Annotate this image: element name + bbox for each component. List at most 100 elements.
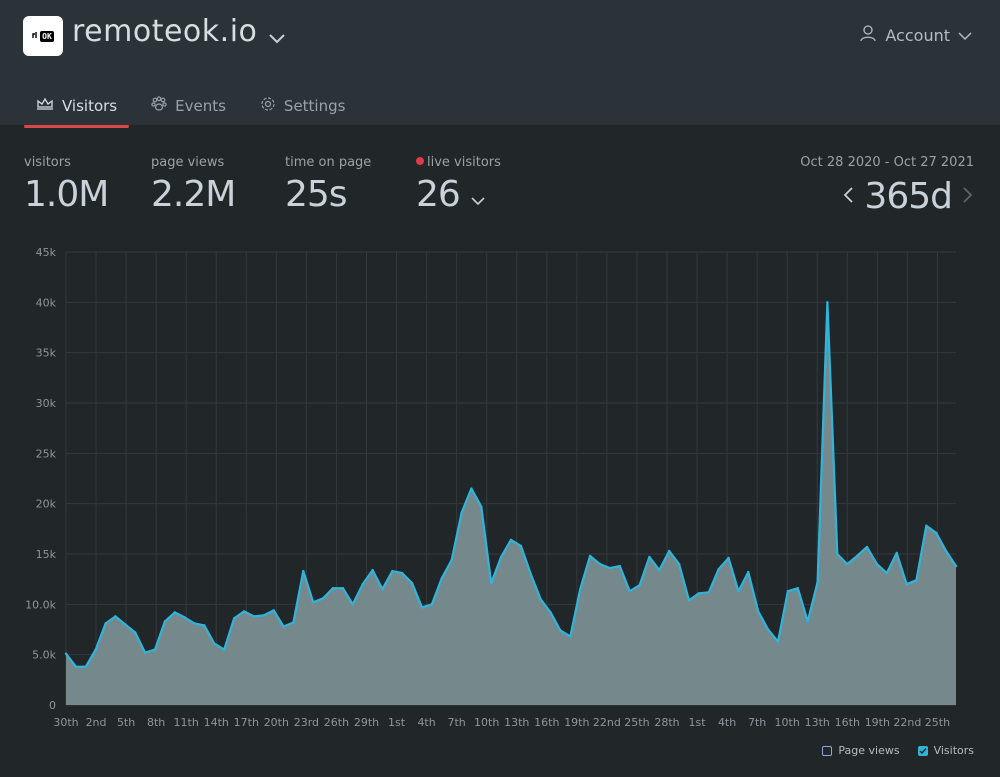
data-point[interactable] [74, 665, 78, 668]
data-point[interactable] [915, 579, 918, 582]
data-point[interactable] [588, 554, 592, 558]
data-point[interactable] [855, 554, 859, 558]
data-point[interactable] [826, 301, 829, 304]
stat-page-views[interactable]: page views 2.2M [151, 155, 236, 215]
data-point[interactable] [114, 615, 117, 618]
data-point[interactable] [153, 648, 157, 651]
data-point[interactable] [430, 603, 434, 606]
data-point[interactable] [401, 571, 404, 575]
chevron-right-icon[interactable] [962, 186, 974, 208]
data-point[interactable] [410, 582, 414, 585]
data-point[interactable] [490, 582, 493, 585]
data-point[interactable] [658, 568, 661, 572]
tab-visitors[interactable]: Visitors [24, 88, 130, 128]
data-point[interactable] [519, 544, 523, 548]
data-point[interactable] [608, 566, 612, 570]
data-point[interactable] [173, 611, 176, 614]
data-point[interactable] [697, 592, 701, 595]
data-point[interactable] [134, 631, 137, 634]
data-point[interactable] [757, 610, 760, 613]
data-point[interactable] [321, 597, 325, 600]
data-point[interactable] [84, 665, 88, 668]
chevron-down-icon[interactable] [470, 174, 486, 215]
data-point[interactable] [232, 617, 236, 620]
data-point[interactable] [381, 588, 384, 591]
data-point[interactable] [203, 624, 206, 627]
data-point[interactable] [341, 587, 345, 590]
data-point[interactable] [361, 583, 364, 586]
data-point[interactable] [351, 603, 354, 606]
data-point[interactable] [925, 524, 928, 527]
data-point[interactable] [213, 642, 216, 645]
tab-events[interactable]: Events [139, 88, 238, 128]
range-value[interactable]: 365d [864, 176, 953, 217]
data-point[interactable] [509, 538, 513, 542]
logo[interactable]: ОК [23, 16, 63, 56]
stat-live-visitors[interactable]: live visitors 26 [416, 155, 501, 215]
data-point[interactable] [944, 549, 948, 553]
data-point[interactable] [371, 568, 374, 572]
data-point[interactable] [391, 569, 394, 573]
data-point[interactable] [559, 629, 562, 632]
data-point[interactable] [579, 588, 582, 591]
legend-page-views[interactable]: Page views [822, 744, 900, 757]
data-point[interactable] [262, 614, 265, 617]
data-point[interactable] [292, 621, 295, 624]
data-point[interactable] [460, 511, 463, 514]
data-point[interactable] [282, 625, 285, 628]
data-point[interactable] [252, 615, 256, 618]
data-point[interactable] [529, 572, 532, 576]
data-point[interactable] [875, 562, 879, 566]
data-point[interactable] [628, 590, 631, 593]
account-menu[interactable]: Account [859, 24, 972, 46]
data-point[interactable] [638, 584, 641, 587]
data-point[interactable] [539, 598, 542, 601]
data-point[interactable] [302, 569, 305, 573]
chevron-down-icon[interactable] [268, 30, 286, 44]
data-point[interactable] [816, 581, 819, 584]
data-point[interactable] [124, 623, 127, 626]
data-point[interactable] [677, 562, 681, 566]
data-point[interactable] [668, 549, 671, 553]
data-point[interactable] [786, 590, 790, 593]
data-point[interactable] [143, 651, 147, 654]
data-point[interactable] [163, 620, 167, 623]
data-point[interactable] [193, 622, 196, 625]
data-point[interactable] [549, 611, 552, 614]
chevron-left-icon[interactable] [842, 186, 854, 208]
site-name[interactable]: remoteok.io [72, 14, 258, 49]
data-point[interactable] [727, 556, 730, 560]
data-point[interactable] [747, 570, 750, 574]
data-point[interactable] [895, 551, 898, 555]
data-point[interactable] [64, 652, 68, 655]
data-point[interactable] [470, 487, 473, 490]
data-point[interactable] [569, 635, 572, 638]
data-point[interactable] [707, 591, 710, 594]
data-point[interactable] [806, 620, 809, 623]
legend-visitors[interactable]: Visitors [917, 744, 974, 757]
data-point[interactable] [480, 505, 483, 508]
data-point[interactable] [885, 571, 888, 575]
data-point[interactable] [598, 562, 602, 566]
data-point[interactable] [312, 601, 315, 604]
data-point[interactable] [905, 583, 908, 586]
visitors-chart[interactable]: 0 5.0k 10.0k 15k 20k 25k 30k 35k 40k 45k 30th 2nd 5t… [0, 238, 1000, 738]
data-point[interactable] [954, 564, 958, 568]
data-point[interactable] [94, 648, 97, 651]
data-point[interactable] [104, 622, 107, 625]
stat-visitors[interactable]: visitors 1.0M [24, 155, 109, 215]
data-point[interactable] [183, 616, 186, 619]
data-point[interactable] [272, 609, 275, 612]
data-point[interactable] [331, 587, 335, 590]
data-point[interactable] [836, 552, 839, 556]
data-point[interactable] [450, 558, 453, 562]
data-point[interactable] [420, 606, 424, 609]
data-point[interactable] [846, 562, 849, 566]
data-point[interactable] [935, 531, 938, 535]
data-point[interactable] [766, 628, 770, 631]
data-point[interactable] [499, 555, 503, 559]
tab-settings[interactable]: Settings [248, 88, 358, 128]
data-point[interactable] [717, 567, 720, 571]
data-point[interactable] [737, 590, 740, 593]
data-point[interactable] [865, 545, 869, 549]
